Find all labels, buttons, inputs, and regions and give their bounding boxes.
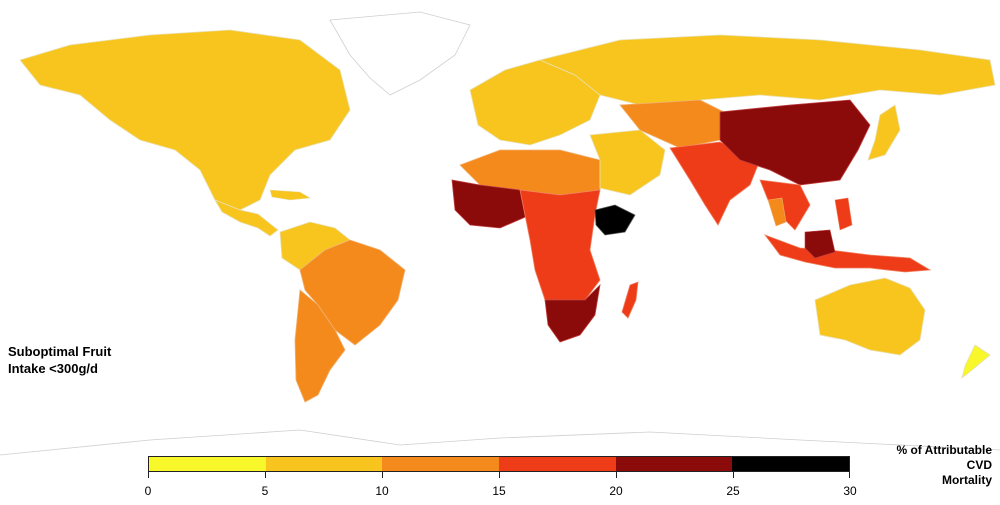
legend-tick — [265, 472, 266, 478]
legend-tick-label: 10 — [375, 484, 389, 498]
legend-tick-label: 25 — [726, 484, 740, 498]
region-antarctica — [0, 429, 1000, 456]
region-china — [719, 99, 871, 186]
region-central-america — [214, 199, 279, 237]
region-caribbean — [269, 189, 311, 201]
region-middle-east — [589, 129, 666, 196]
legend-tick — [849, 472, 850, 478]
map-title: Suboptimal Fruit Intake <300g/d — [8, 344, 112, 376]
region-southern-africa — [544, 283, 601, 343]
legend-tick-label: 30 — [843, 484, 857, 498]
legend-ticks: 0 5 10 15 20 25 30 — [144, 472, 857, 498]
region-brazil — [299, 239, 406, 346]
legend-swatch-5-10 — [265, 457, 383, 471]
legend-tick — [499, 472, 500, 478]
legend-swatch-20-25 — [615, 457, 733, 471]
region-greenland — [329, 11, 471, 96]
legend-swatch-15-20 — [499, 457, 616, 471]
region-europe — [469, 59, 601, 146]
region-new-zealand — [961, 344, 991, 380]
legend-swatch-0-5 — [149, 457, 266, 471]
legend-tick — [616, 472, 617, 478]
region-madagascar — [621, 281, 639, 319]
region-australia — [814, 277, 926, 356]
legend-title: % of Attributable CVD Mortality — [896, 443, 992, 487]
legend-swatch-10-15 — [382, 457, 500, 471]
region-indonesia-png — [763, 234, 932, 273]
legend-tick-label: 15 — [492, 484, 506, 498]
region-borneo — [804, 229, 836, 259]
legend-tick — [148, 472, 149, 478]
region-central-east-africa — [519, 189, 601, 301]
legend-tick — [733, 472, 734, 478]
region-southern-south-america — [294, 289, 346, 403]
region-west-africa — [451, 179, 531, 229]
region-north-america — [19, 29, 351, 211]
legend-swatch-25-30 — [732, 457, 850, 471]
legend-tick-label: 20 — [609, 484, 623, 498]
legend-tick-label: 0 — [144, 484, 152, 498]
legend-tick-label: 5 — [261, 484, 269, 498]
region-thailand — [767, 197, 787, 227]
color-legend — [148, 456, 850, 472]
region-japan — [867, 104, 901, 161]
region-philippines — [834, 197, 853, 231]
region-russia — [538, 34, 996, 106]
region-ethiopia — [594, 204, 636, 236]
legend-tick — [382, 472, 383, 478]
